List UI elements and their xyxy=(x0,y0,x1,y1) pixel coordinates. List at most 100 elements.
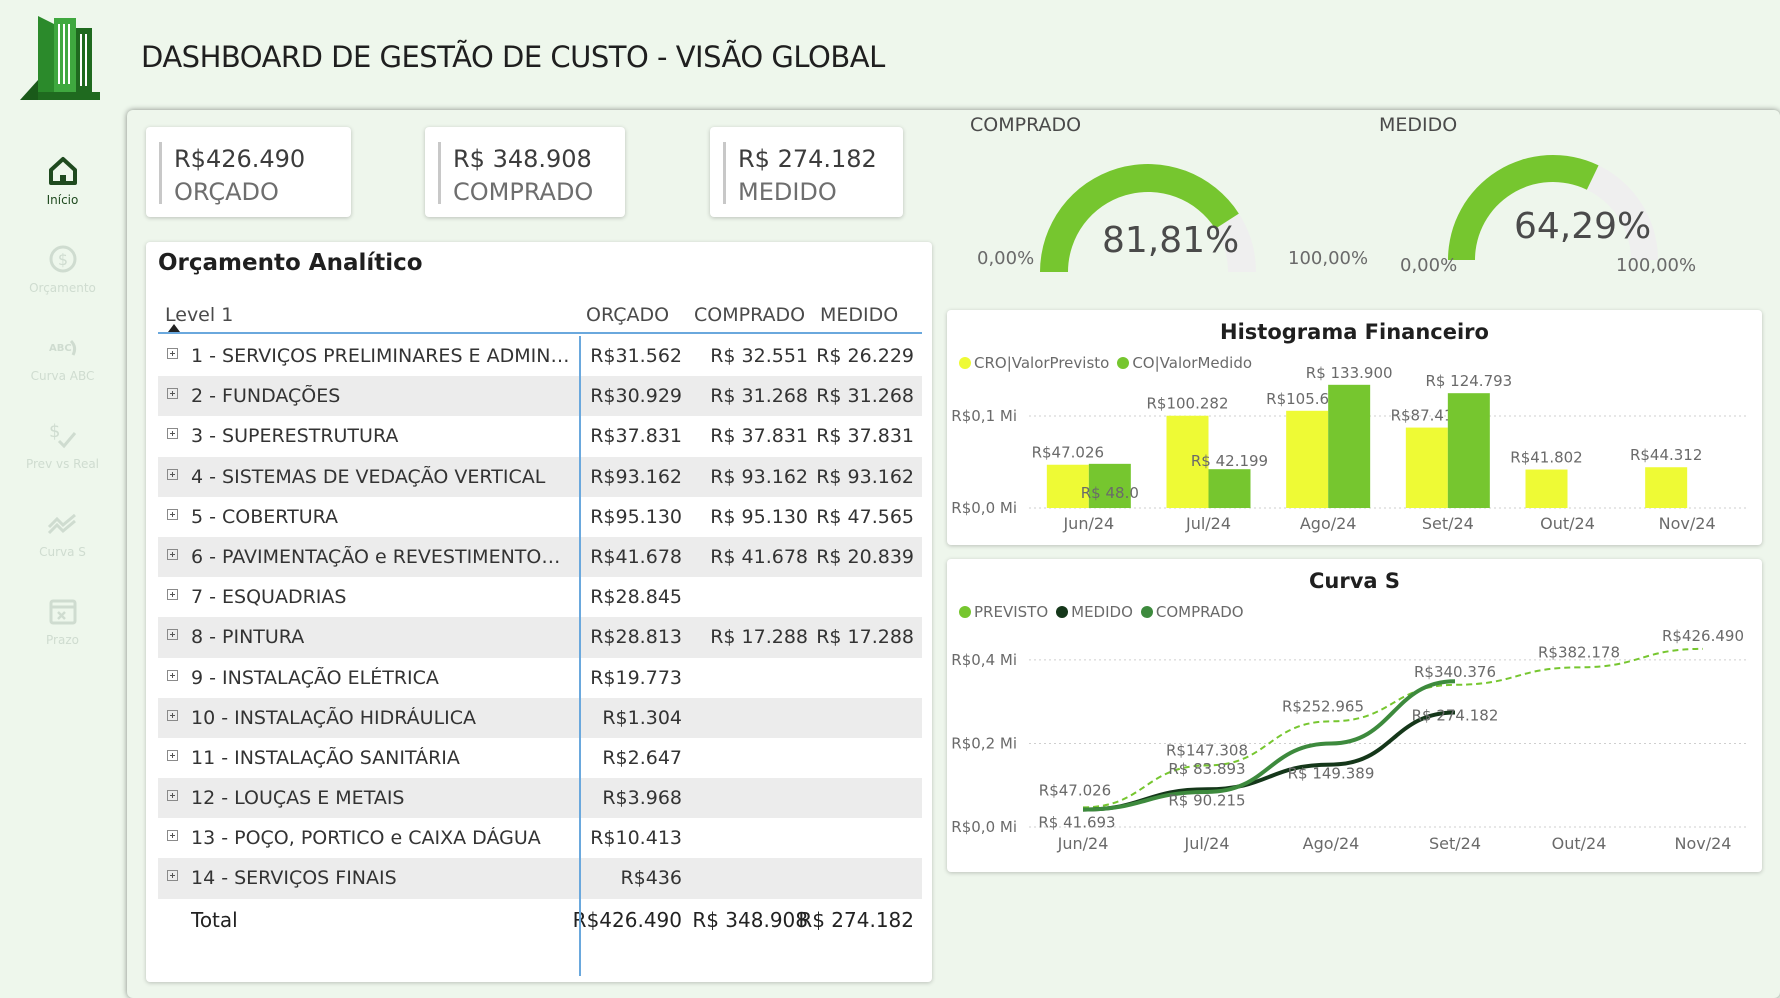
table-total-row[interactable]: Total R$426.490 R$ 348.908 R$ 274.182 xyxy=(158,899,922,939)
expand-icon[interactable] xyxy=(167,749,178,761)
expand-icon[interactable] xyxy=(167,709,178,721)
data-label: R$87.411 xyxy=(1391,407,1463,425)
kpi-accent-bar xyxy=(723,142,726,204)
row-label: 2 - FUNDAÇÕES xyxy=(191,385,341,408)
table-row[interactable]: 2 - FUNDAÇÕES R$30.929 R$ 31.268 R$ 31.268 xyxy=(158,376,922,417)
row-label: 3 - SUPERESTRUTURA xyxy=(191,425,399,448)
expand-icon[interactable] xyxy=(167,830,178,842)
table-row[interactable]: 4 - SISTEMAS DE VEDAÇÃO VERTICAL R$93.162… xyxy=(158,456,922,497)
table-row[interactable]: 9 - INSTALAÇÃO ELÉTRICA R$19.773 xyxy=(158,658,922,698)
expand-icon[interactable] xyxy=(167,428,178,440)
expand-icon[interactable] xyxy=(167,348,178,359)
series-line xyxy=(1082,710,1456,812)
nav-item-curva-abc[interactable]: ABC Curva ABC xyxy=(0,321,125,409)
data-label: R$252.965 xyxy=(1282,697,1364,715)
expand-icon[interactable] xyxy=(167,548,178,560)
row-label: 12 - LOUÇAS E METAIS xyxy=(191,787,405,810)
expand-icon[interactable] xyxy=(167,468,178,480)
bar xyxy=(1208,469,1251,508)
legend-label: COMPRADO xyxy=(1155,603,1244,621)
legend-item[interactable]: CRO|ValorPrevisto xyxy=(959,354,1109,372)
cell-medido: R$ 31.268 xyxy=(816,385,914,408)
cell-medido: R$ 20.839 xyxy=(816,545,914,568)
row-label: 13 - POÇO, PORTICO e CAIXA DÁGUA xyxy=(191,827,541,850)
gauge-comprado[interactable] xyxy=(1027,150,1287,280)
cell-comprado: R$ 37.831 xyxy=(710,425,808,448)
data-label: R$147.308 xyxy=(1166,741,1248,759)
row-label: 4 - SISTEMAS DE VEDAÇÃO VERTICAL xyxy=(191,465,546,488)
cell-comprado: R$ 17.288 xyxy=(710,626,808,649)
expand-icon[interactable] xyxy=(167,669,178,681)
table-row[interactable]: 7 - ESQUADRIAS R$28.845 xyxy=(158,577,922,617)
expand-icon[interactable] xyxy=(167,589,178,601)
row-label: 14 - SERVIÇOS FINAIS xyxy=(191,867,397,890)
x-tick-label: Nov/24 xyxy=(1675,834,1732,853)
expand-icon[interactable] xyxy=(167,790,178,802)
cell-orcado: R$28.813 xyxy=(590,626,682,649)
cell-orcado: R$37.831 xyxy=(590,425,682,448)
column-header-orcado[interactable]: ORÇADO xyxy=(586,304,670,326)
row-label: 1 - SERVIÇOS PRELIMINARES E ADMINISTRATI… xyxy=(191,345,571,367)
gauge-medido[interactable] xyxy=(1432,140,1682,265)
column-header-comprado[interactable]: COMPRADO xyxy=(694,304,806,326)
data-label: R$426.490 xyxy=(1662,627,1744,645)
expand-icon[interactable] xyxy=(167,870,178,882)
series-line xyxy=(1082,647,1704,809)
expand-icon[interactable] xyxy=(167,388,178,400)
table-row[interactable]: 12 - LOUÇAS E METAIS R$3.968 xyxy=(158,778,922,819)
bar xyxy=(1046,464,1089,508)
s-curve-card: Curva S PREVISTO MEDIDO COMPRADO R$0,0 M… xyxy=(947,559,1762,872)
table-row[interactable]: 1 - SERVIÇOS PRELIMINARES E ADMINISTRATI… xyxy=(158,336,922,376)
x-tick-label: Out/24 xyxy=(1552,834,1607,853)
sort-ascending-icon[interactable] xyxy=(168,324,180,332)
kpi-card-comprado[interactable]: R$ 348.908 COMPRADO xyxy=(425,127,625,217)
table-row[interactable]: 6 - PAVIMENTAÇÃO e REVESTIMENTOS INTERNO… xyxy=(158,536,922,578)
legend-item[interactable]: CO|ValorMedido xyxy=(1117,354,1252,372)
home-icon xyxy=(48,157,77,185)
column-header-level1[interactable]: Level 1 xyxy=(165,304,234,326)
expand-icon[interactable] xyxy=(167,508,178,520)
nav-item-orcamento[interactable]: $ Orçamento xyxy=(0,233,125,321)
budget-table-card: Orçamento Analítico Level 1 ORÇADO COMPR… xyxy=(146,242,932,982)
y-tick-label: R$0,2 Mi xyxy=(951,734,1017,752)
y-tick-label: R$0,0 Mi xyxy=(951,499,1017,517)
table-row[interactable]: 3 - SUPERESTRUTURA R$37.831 R$ 37.831 R$ 37… xyxy=(158,416,922,456)
table-row[interactable]: 8 - PINTURA R$28.813 R$ 17.288 R$ 17.288 xyxy=(158,617,922,658)
y-tick-label: R$0,1 Mi xyxy=(951,407,1017,425)
column-header-medido[interactable]: MEDIDO xyxy=(820,304,899,326)
nav-item-curva-s[interactable]: Curva S xyxy=(0,497,125,585)
kpi-card-orcado[interactable]: R$426.490 ORÇADO xyxy=(146,127,351,217)
company-logo xyxy=(20,16,100,100)
kpi-label: MEDIDO xyxy=(738,178,837,206)
x-tick-label: Jul/24 xyxy=(1183,834,1229,853)
legend-item[interactable]: COMPRADO xyxy=(1140,603,1244,621)
nav-label: Curva ABC xyxy=(30,369,95,383)
legend-item[interactable]: MEDIDO xyxy=(1056,603,1133,621)
legend-label: PREVISTO xyxy=(974,603,1049,621)
table-row[interactable]: 14 - SERVIÇOS FINAIS R$436 xyxy=(158,858,922,899)
table-row[interactable]: 13 - POÇO, PORTICO e CAIXA DÁGUA R$10.413 xyxy=(158,818,922,858)
row-label: 5 - COBERTURA xyxy=(191,505,339,528)
expand-icon[interactable] xyxy=(167,629,178,641)
cell-medido: R$ 47.565 xyxy=(816,505,914,528)
cell-comprado: R$ 41.678 xyxy=(710,545,808,568)
nav-item-prazo[interactable]: Prazo xyxy=(0,585,125,673)
kpi-label: ORÇADO xyxy=(174,178,279,206)
kpi-card-medido[interactable]: R$ 274.182 MEDIDO xyxy=(710,127,903,217)
legend-item[interactable]: PREVISTO xyxy=(959,603,1048,621)
table-row[interactable]: 5 - COBERTURA R$95.130 R$ 95.130 R$ 47.565 xyxy=(158,497,922,537)
cell-medido: R$ 26.229 xyxy=(816,345,914,367)
table-row[interactable]: 11 - INSTALAÇÃO SANITÁRIA R$2.647 xyxy=(158,738,922,778)
gauge-min: 0,00% xyxy=(1400,255,1458,276)
legend-label: CRO|ValorPrevisto xyxy=(974,354,1110,372)
nav-item-inicio[interactable]: Início xyxy=(0,145,125,233)
gauge-title-comprado: COMPRADO xyxy=(970,114,1082,136)
kpi-value: R$ 348.908 xyxy=(453,145,592,173)
kpi-accent-bar xyxy=(438,142,441,204)
bar xyxy=(1525,469,1568,508)
legend-label: CO|ValorMedido xyxy=(1132,354,1253,372)
nav-item-prev-vs-real[interactable]: $ Prev vs Real xyxy=(0,409,125,497)
table-row[interactable]: 10 - INSTALAÇÃO HIDRÁULICA R$1.304 xyxy=(158,697,922,738)
cell-orcado: R$436 xyxy=(620,867,682,890)
row-label: 8 - PINTURA xyxy=(191,626,305,649)
